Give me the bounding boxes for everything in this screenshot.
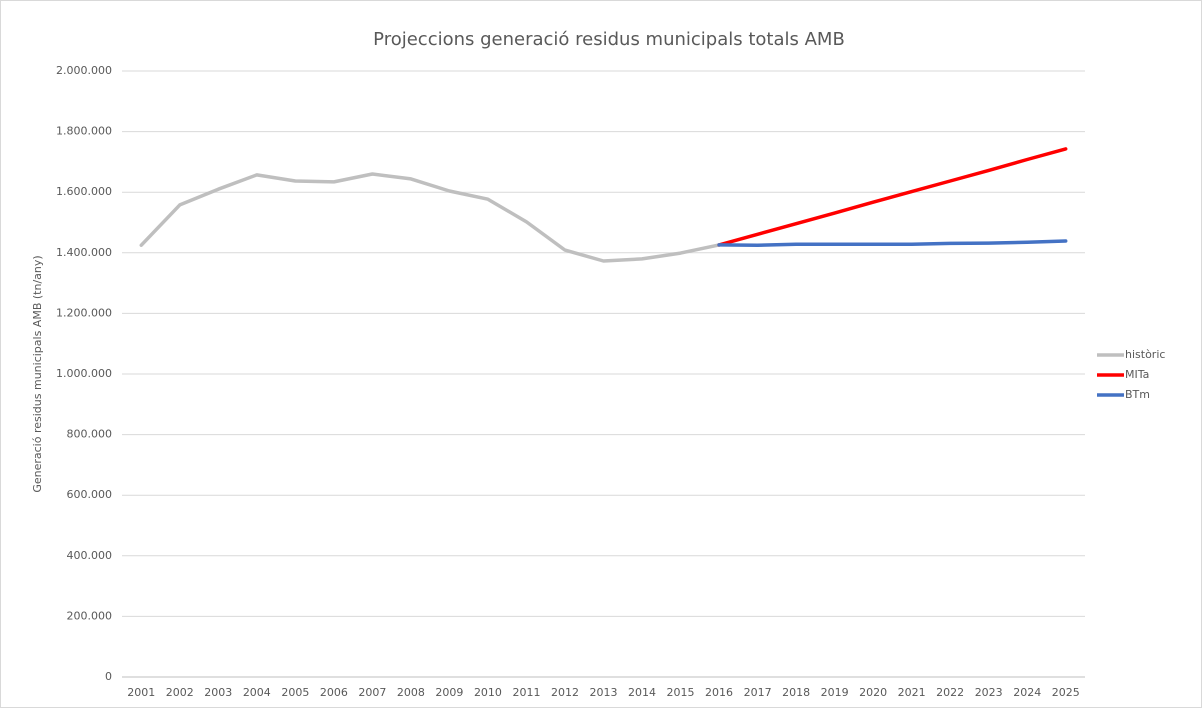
- x-tick-label: 2015: [667, 686, 695, 699]
- y-axis-title: Generació residus municipals AMB (tn/any…: [31, 255, 44, 492]
- x-tick-label: 2025: [1052, 686, 1080, 699]
- x-tick-label: 2021: [898, 686, 926, 699]
- y-tick-label: 1.000.000: [56, 367, 112, 380]
- x-tick-label: 2003: [204, 686, 232, 699]
- x-tick-label: 2020: [859, 686, 887, 699]
- legend-label: MITa: [1125, 368, 1149, 381]
- x-tick-label: 2014: [628, 686, 656, 699]
- y-tick-label: 800.000: [67, 428, 113, 441]
- x-tick-label: 2018: [782, 686, 810, 699]
- series-line: [717, 239, 1068, 247]
- y-tick-label: 400.000: [67, 549, 113, 562]
- chart-title: Projeccions generació residus municipals…: [373, 29, 845, 50]
- series-line: [717, 147, 1068, 247]
- y-tick-label: 1.200.000: [56, 306, 112, 319]
- y-tick-label: 200.000: [67, 609, 113, 622]
- y-tick-label: 1.600.000: [56, 185, 112, 198]
- x-tick-label: 2024: [1013, 686, 1041, 699]
- series-line: [139, 172, 721, 263]
- x-tick-label: 2013: [590, 686, 618, 699]
- x-tick-label: 2023: [975, 686, 1003, 699]
- x-tick-label: 2010: [474, 686, 502, 699]
- y-tick-label: 1.400.000: [56, 246, 112, 259]
- y-tick-label: 2.000.000: [56, 64, 112, 77]
- legend-label: històric: [1125, 348, 1165, 361]
- x-tick-label: 2002: [166, 686, 194, 699]
- x-tick-label: 2001: [127, 686, 155, 699]
- y-tick-label: 600.000: [67, 488, 113, 501]
- x-tick-label: 2009: [435, 686, 463, 699]
- x-tick-label: 2019: [821, 686, 849, 699]
- x-tick-label: 2006: [320, 686, 348, 699]
- x-tick-label: 2007: [358, 686, 386, 699]
- x-tick-label: 2016: [705, 686, 733, 699]
- x-tick-label: 2008: [397, 686, 425, 699]
- x-tick-label: 2017: [744, 686, 772, 699]
- x-tick-label: 2005: [281, 686, 309, 699]
- y-tick-label: 1.800.000: [56, 125, 112, 138]
- x-tick-label: 2022: [936, 686, 964, 699]
- y-tick-label: 0: [105, 670, 112, 683]
- legend-label: BTm: [1125, 388, 1150, 401]
- x-tick-label: 2011: [512, 686, 540, 699]
- x-tick-label: 2012: [551, 686, 579, 699]
- x-tick-label: 2004: [243, 686, 271, 699]
